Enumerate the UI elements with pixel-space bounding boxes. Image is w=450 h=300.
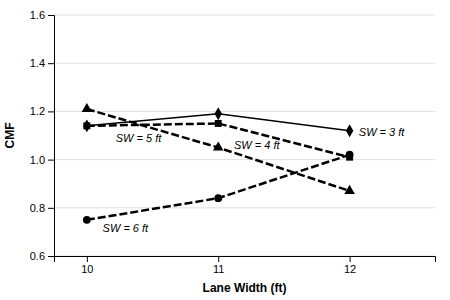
tick-label: 10 [81,263,93,275]
point [83,119,90,132]
tick-label: 12 [344,263,356,275]
grid-line [54,15,435,16]
tick-label: 0.6 [30,250,45,262]
grid-line [54,63,435,64]
x-axis-title: Lane Width (ft) [203,281,287,295]
tick-mark [48,256,54,257]
x-axis: 10 11 12 [55,256,436,275]
point [215,120,222,127]
tick-mark [48,63,54,64]
point [213,141,224,150]
point [346,151,354,159]
line [87,155,350,220]
tick-mark [48,111,54,112]
point [215,107,222,120]
series [83,151,354,224]
plot: 10 11 12 0.6 0.8 1.0 1.2 1.4 1.6 SW = 3 ft SW = 4 … [30,9,436,275]
axis-line [55,257,436,263]
tick-label: 0.8 [30,202,45,214]
annotation: SW = 6 ft [103,222,149,234]
point [83,122,90,129]
tick: 10 [81,256,93,275]
chart: 10 11 12 0.6 0.8 1.0 1.2 1.4 1.6 SW = 3 ft SW = 4 … [0,0,450,300]
annotation: SW = 3 ft [359,126,405,138]
annotations: SW = 3 ft SW = 4 ft SW = 5 ft SW = 6 ft [103,126,406,234]
point [346,124,353,137]
tick-label: 1.6 [30,9,45,21]
tick: 0.8 [30,202,54,214]
tick: 1.0 [30,154,54,166]
line [87,123,350,157]
tick: 0.6 [30,250,54,262]
tick-mark [87,256,88,262]
point [344,185,355,194]
series [82,103,355,194]
tick: 1.6 [30,9,54,21]
tick-mark [48,208,54,209]
grid-line [54,111,435,112]
tick-mark [218,256,219,262]
tick-mark [48,15,54,16]
line [87,109,350,191]
point [82,103,93,112]
tick: 12 [344,256,356,275]
point [214,194,222,202]
y-axis: 0.6 0.8 1.0 1.2 1.4 1.6 [30,9,55,262]
tick-mark [48,160,54,161]
tick: 1.2 [30,105,54,117]
annotation: SW = 4 ft [234,139,280,151]
axis-line [48,16,55,257]
marks [82,103,355,224]
tick: 1.4 [30,57,54,69]
grid-line [54,207,435,208]
grid [54,15,435,256]
tick-label: 1.2 [30,105,45,117]
y-axis-title: CMF [3,123,17,149]
point [83,216,91,224]
tick-label: 1.0 [30,154,45,166]
tick-mark [350,256,351,262]
tick-label: 1.4 [30,57,45,69]
tick: 11 [213,256,224,275]
grid-line [54,159,435,160]
tick-label: 11 [213,263,224,275]
annotation: SW = 5 ft [116,132,162,144]
series [83,120,353,161]
